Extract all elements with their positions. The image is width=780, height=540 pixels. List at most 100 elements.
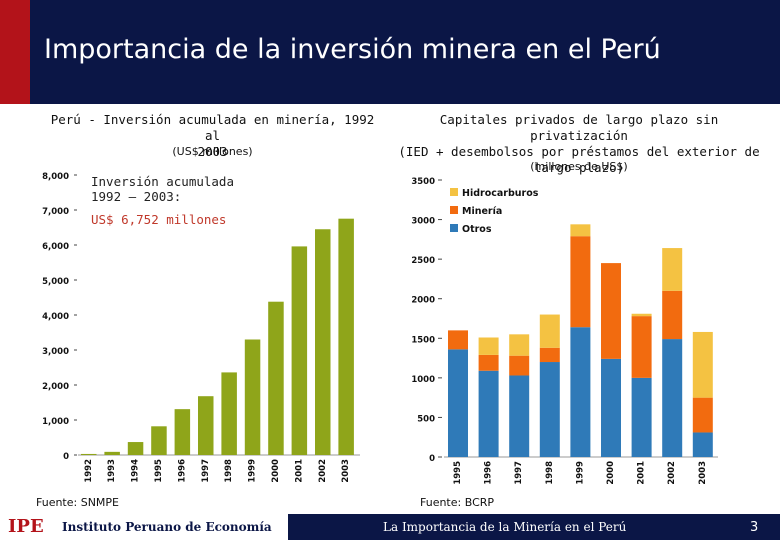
bar-2000 (268, 301, 284, 455)
left-bar-chart: 0 1,000 2,000 3,000 4,000 5,000 6,000 7,000 8,00… (42, 172, 360, 483)
bar-1999 (244, 339, 261, 455)
bar-1998-hidrocarburos (539, 314, 560, 348)
cumulative-note-line2: 1992 – 2003: (91, 189, 182, 204)
x-tick-label: 1998 (224, 459, 234, 483)
bar-1996-minería (478, 354, 499, 371)
bar-1996-hidrocarburos (478, 337, 499, 355)
legend-label: Minería (462, 206, 502, 217)
y-tick-label: 5,000 (42, 277, 69, 287)
x-tick-label: 1994 (131, 459, 141, 483)
x-tick-label: 2001 (637, 461, 647, 485)
legend-swatch-hidrocarburos (450, 188, 458, 196)
y-tick-label: 6,000 (42, 242, 69, 252)
bar-1998 (221, 372, 237, 455)
legend-swatch-minería (450, 206, 458, 214)
bar-2000-minería (601, 263, 621, 359)
bar-1992 (81, 453, 97, 455)
ipe-logo: IPE (8, 516, 44, 537)
left-chart-title-line1: Perú - Inversión acumulada en minería, 1… (50, 112, 375, 143)
y-tick-label: 1500 (411, 335, 435, 345)
bar-1994 (127, 442, 144, 455)
y-tick-label: 1,000 (42, 417, 69, 427)
y-tick-label: 2000 (411, 296, 435, 306)
x-tick-label: 1999 (248, 459, 258, 483)
bar-2000-otros (601, 358, 621, 457)
right-chart-title-line2: (IED + desembolsos por préstamos del ext… (398, 144, 760, 159)
x-tick-label: 2002 (318, 459, 328, 483)
y-tick-label: 0 (63, 452, 69, 462)
cumulative-note-line1: Inversión acumulada (91, 174, 234, 189)
legend-label: Otros (462, 224, 492, 235)
y-tick-label: 500 (417, 414, 435, 424)
bar-2002-minería (662, 290, 683, 340)
x-tick-label: 1997 (201, 459, 211, 483)
bar-2001-minería (631, 316, 652, 378)
bar-2002 (315, 229, 331, 455)
left-chart-title: Perú - Inversión acumulada en minería, 1… (40, 112, 385, 160)
right-source: Fuente: BCRP (420, 496, 495, 509)
right-chart-title: Capitales privados de largo plazo sin pr… (398, 112, 760, 176)
right-chart-title-line1: Capitales privados de largo plazo sin pr… (439, 112, 719, 143)
legend-swatch-otros (450, 224, 458, 232)
x-tick-label: 2002 (667, 461, 677, 485)
x-tick-label: 2001 (294, 459, 304, 483)
y-tick-label: 2,000 (42, 382, 69, 392)
cumulative-note: Inversión acumulada 1992 – 2003: (91, 174, 234, 204)
bar-2003-hidrocarburos (692, 331, 713, 398)
bar-1999-otros (570, 327, 591, 457)
bar-1998-minería (539, 347, 560, 363)
y-tick-label: 3000 (411, 217, 435, 227)
x-tick-label: 2003 (341, 459, 351, 483)
y-tick-label: 0 (429, 454, 435, 464)
slide-title: Importancia de la inversión minera en el… (44, 34, 661, 65)
bar-1997 (198, 396, 214, 455)
right-chart-title-line3: largo plazo) (533, 160, 625, 175)
x-tick-label: 2003 (698, 461, 708, 485)
x-tick-label: 1996 (484, 461, 494, 485)
bar-1995 (151, 426, 167, 455)
bar-2003-minería (692, 397, 713, 433)
x-tick-label: 1995 (154, 459, 164, 483)
x-tick-label: 1996 (177, 459, 187, 483)
bar-2002-otros (662, 339, 683, 457)
bar-1995-minería (448, 330, 468, 350)
page-number: 3 (750, 520, 759, 535)
x-tick-label: 1998 (545, 461, 555, 485)
y-tick-label: 7,000 (42, 207, 69, 217)
bar-2001-otros (631, 377, 652, 457)
legend-label: Hidrocarburos (462, 188, 539, 199)
x-tick-label: 2000 (606, 461, 616, 485)
bar-2001-hidrocarburos (631, 313, 652, 317)
x-tick-label: 1993 (107, 459, 117, 483)
bar-1998-otros (539, 362, 560, 457)
x-tick-label: 1995 (453, 461, 463, 485)
bar-1999-minería (570, 236, 591, 328)
right-stacked-bar-chart: 0 500 1000 1500 2000 2500 3000 3500 1995 1996 1997… (411, 177, 718, 485)
slide-footer: IPE Instituto Peruano de Economía La Imp… (0, 514, 780, 540)
x-tick-label: 1992 (84, 459, 94, 483)
bar-1997-minería (509, 355, 530, 376)
y-tick-label: 3500 (411, 177, 435, 187)
bar-1993 (104, 451, 120, 455)
y-tick-label: 8,000 (42, 172, 69, 182)
y-tick-label: 2500 (411, 256, 435, 266)
y-tick-label: 1000 (411, 375, 435, 385)
right-chart-subtitle: (millones de US$) (530, 160, 628, 173)
cumulative-total: US$ 6,752 millones (91, 212, 227, 227)
bar-1997-hidrocarburos (509, 334, 530, 356)
left-source: Fuente: SNMPE (36, 496, 120, 509)
left-chart-subtitle: (US$ millones) (172, 145, 253, 158)
footer-logo-area: IPE Instituto Peruano de Economía (0, 514, 288, 540)
footer-text: La Importancia de la Minería en el Perú (383, 520, 627, 534)
y-tick-label: 4,000 (42, 312, 69, 322)
x-tick-label: 2000 (271, 459, 281, 483)
left-chart-title-line2: 2003 (197, 144, 228, 159)
bar-1996 (174, 409, 191, 455)
bar-2001 (291, 246, 308, 455)
bar-1997-otros (509, 375, 530, 457)
x-tick-label: 1997 (514, 461, 524, 485)
bar-2003-otros (692, 432, 713, 457)
bar-1995-otros (448, 349, 468, 457)
bar-1999-hidrocarburos (570, 224, 591, 237)
slide-header: Importancia de la inversión minera en el… (0, 0, 780, 104)
